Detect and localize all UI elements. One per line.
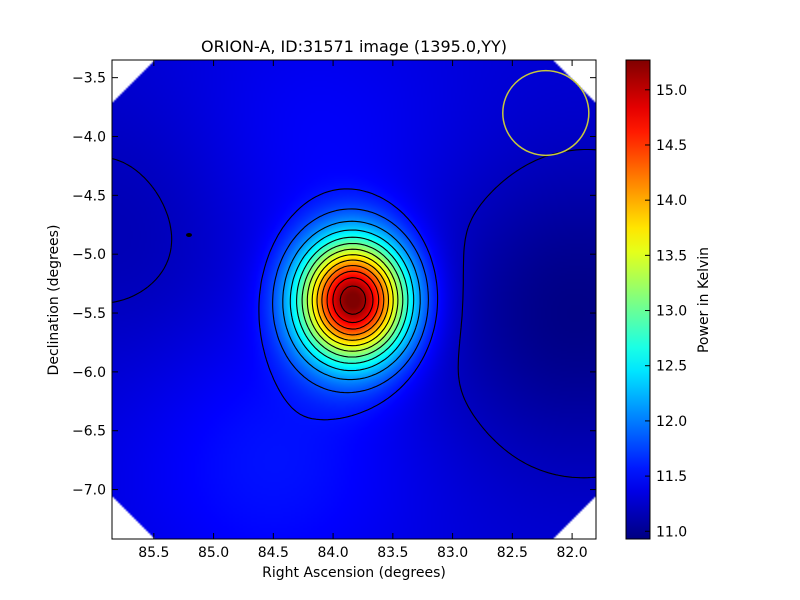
y-tick-label: −3.5 — [72, 71, 106, 87]
contour-level-5 — [296, 236, 409, 364]
colorbar-tick-label: 13.5 — [656, 248, 687, 264]
colorbar-tick-label: 12.0 — [656, 414, 687, 430]
colorbar-frame — [625, 59, 651, 540]
y-tick-label: −6.5 — [72, 424, 106, 440]
contour-level-1 — [258, 188, 439, 421]
contour-level-9 — [316, 259, 390, 341]
contour-level-7 — [306, 248, 399, 352]
x-tick-label: 82.0 — [557, 545, 588, 561]
contour-level-10 — [321, 264, 385, 336]
heatmap-image — [112, 60, 596, 539]
x-axis-label: Right Ascension (degrees) — [262, 565, 446, 581]
contour-lines — [112, 148, 596, 479]
colorbar-tick-label: 13.0 — [656, 304, 687, 320]
colorbar-ticks: 11.0 11.5 12.0 12.5 13.0 13.5 14.0 14.5 15.0 — [645, 83, 687, 540]
x-tick-label: 85.5 — [138, 545, 169, 561]
contour-level-11 — [326, 270, 380, 330]
x-tick-label: 83.0 — [437, 545, 468, 561]
y-tick-label: −4.0 — [72, 129, 106, 145]
colorbar-tick-label: 15.0 — [656, 83, 687, 99]
contour-level-3 — [282, 220, 421, 381]
marker-dot — [186, 233, 192, 237]
colorbar-label: Power in Kelvin — [696, 247, 712, 353]
y-tick-label: −4.5 — [72, 188, 106, 204]
colorbar-tick-label: 11.5 — [656, 469, 687, 485]
colorbar: 11.0 11.5 12.0 12.5 13.0 13.5 14.0 14.5 15.0 — [625, 59, 687, 540]
colorbar-tick-label: 14.0 — [656, 193, 687, 209]
colorbar-tick-label: 11.0 — [656, 524, 687, 540]
plot-frame — [111, 59, 597, 540]
y-tick-label: −7.0 — [72, 483, 106, 499]
chart-title: ORION-A, ID:31571 image (1395.0,YY) — [201, 37, 507, 56]
y-axis-label: Declination (degrees) — [46, 225, 62, 376]
x-axis-ticks: 85.5 85.0 84.5 84.0 83.5 83.0 82.5 82.0 — [138, 60, 588, 561]
contour-level-4 — [289, 229, 415, 372]
y-tick-label: −6.0 — [72, 365, 106, 381]
contour-level-8 — [311, 254, 394, 347]
contour-level-13 — [339, 285, 367, 315]
x-tick-label: 85.0 — [198, 545, 229, 561]
beam-circle — [502, 69, 590, 157]
y-tick-label: −5.5 — [72, 306, 106, 322]
contour-level-12 — [332, 277, 374, 324]
y-axis-ticks: −3.5 −4.0 −4.5 −5.0 −5.5 −6.0 −6.5 −7.0 — [72, 71, 596, 499]
x-tick-label: 84.0 — [318, 545, 349, 561]
x-tick-label: 82.5 — [497, 545, 528, 561]
colorbar-fill — [626, 60, 650, 539]
y-tick-label: −5.0 — [72, 247, 106, 263]
plot-area: 85.5 85.0 84.5 84.0 83.5 83.0 82.5 82.0 −3.5 −4.… — [72, 59, 597, 561]
colorbar-tick-label: 14.5 — [656, 138, 687, 154]
x-tick-label: 83.5 — [377, 545, 408, 561]
contour-level-6 — [301, 242, 404, 358]
contour-level-2 — [272, 208, 429, 394]
colorbar-tick-label: 12.5 — [656, 359, 687, 375]
x-tick-label: 84.5 — [258, 545, 289, 561]
